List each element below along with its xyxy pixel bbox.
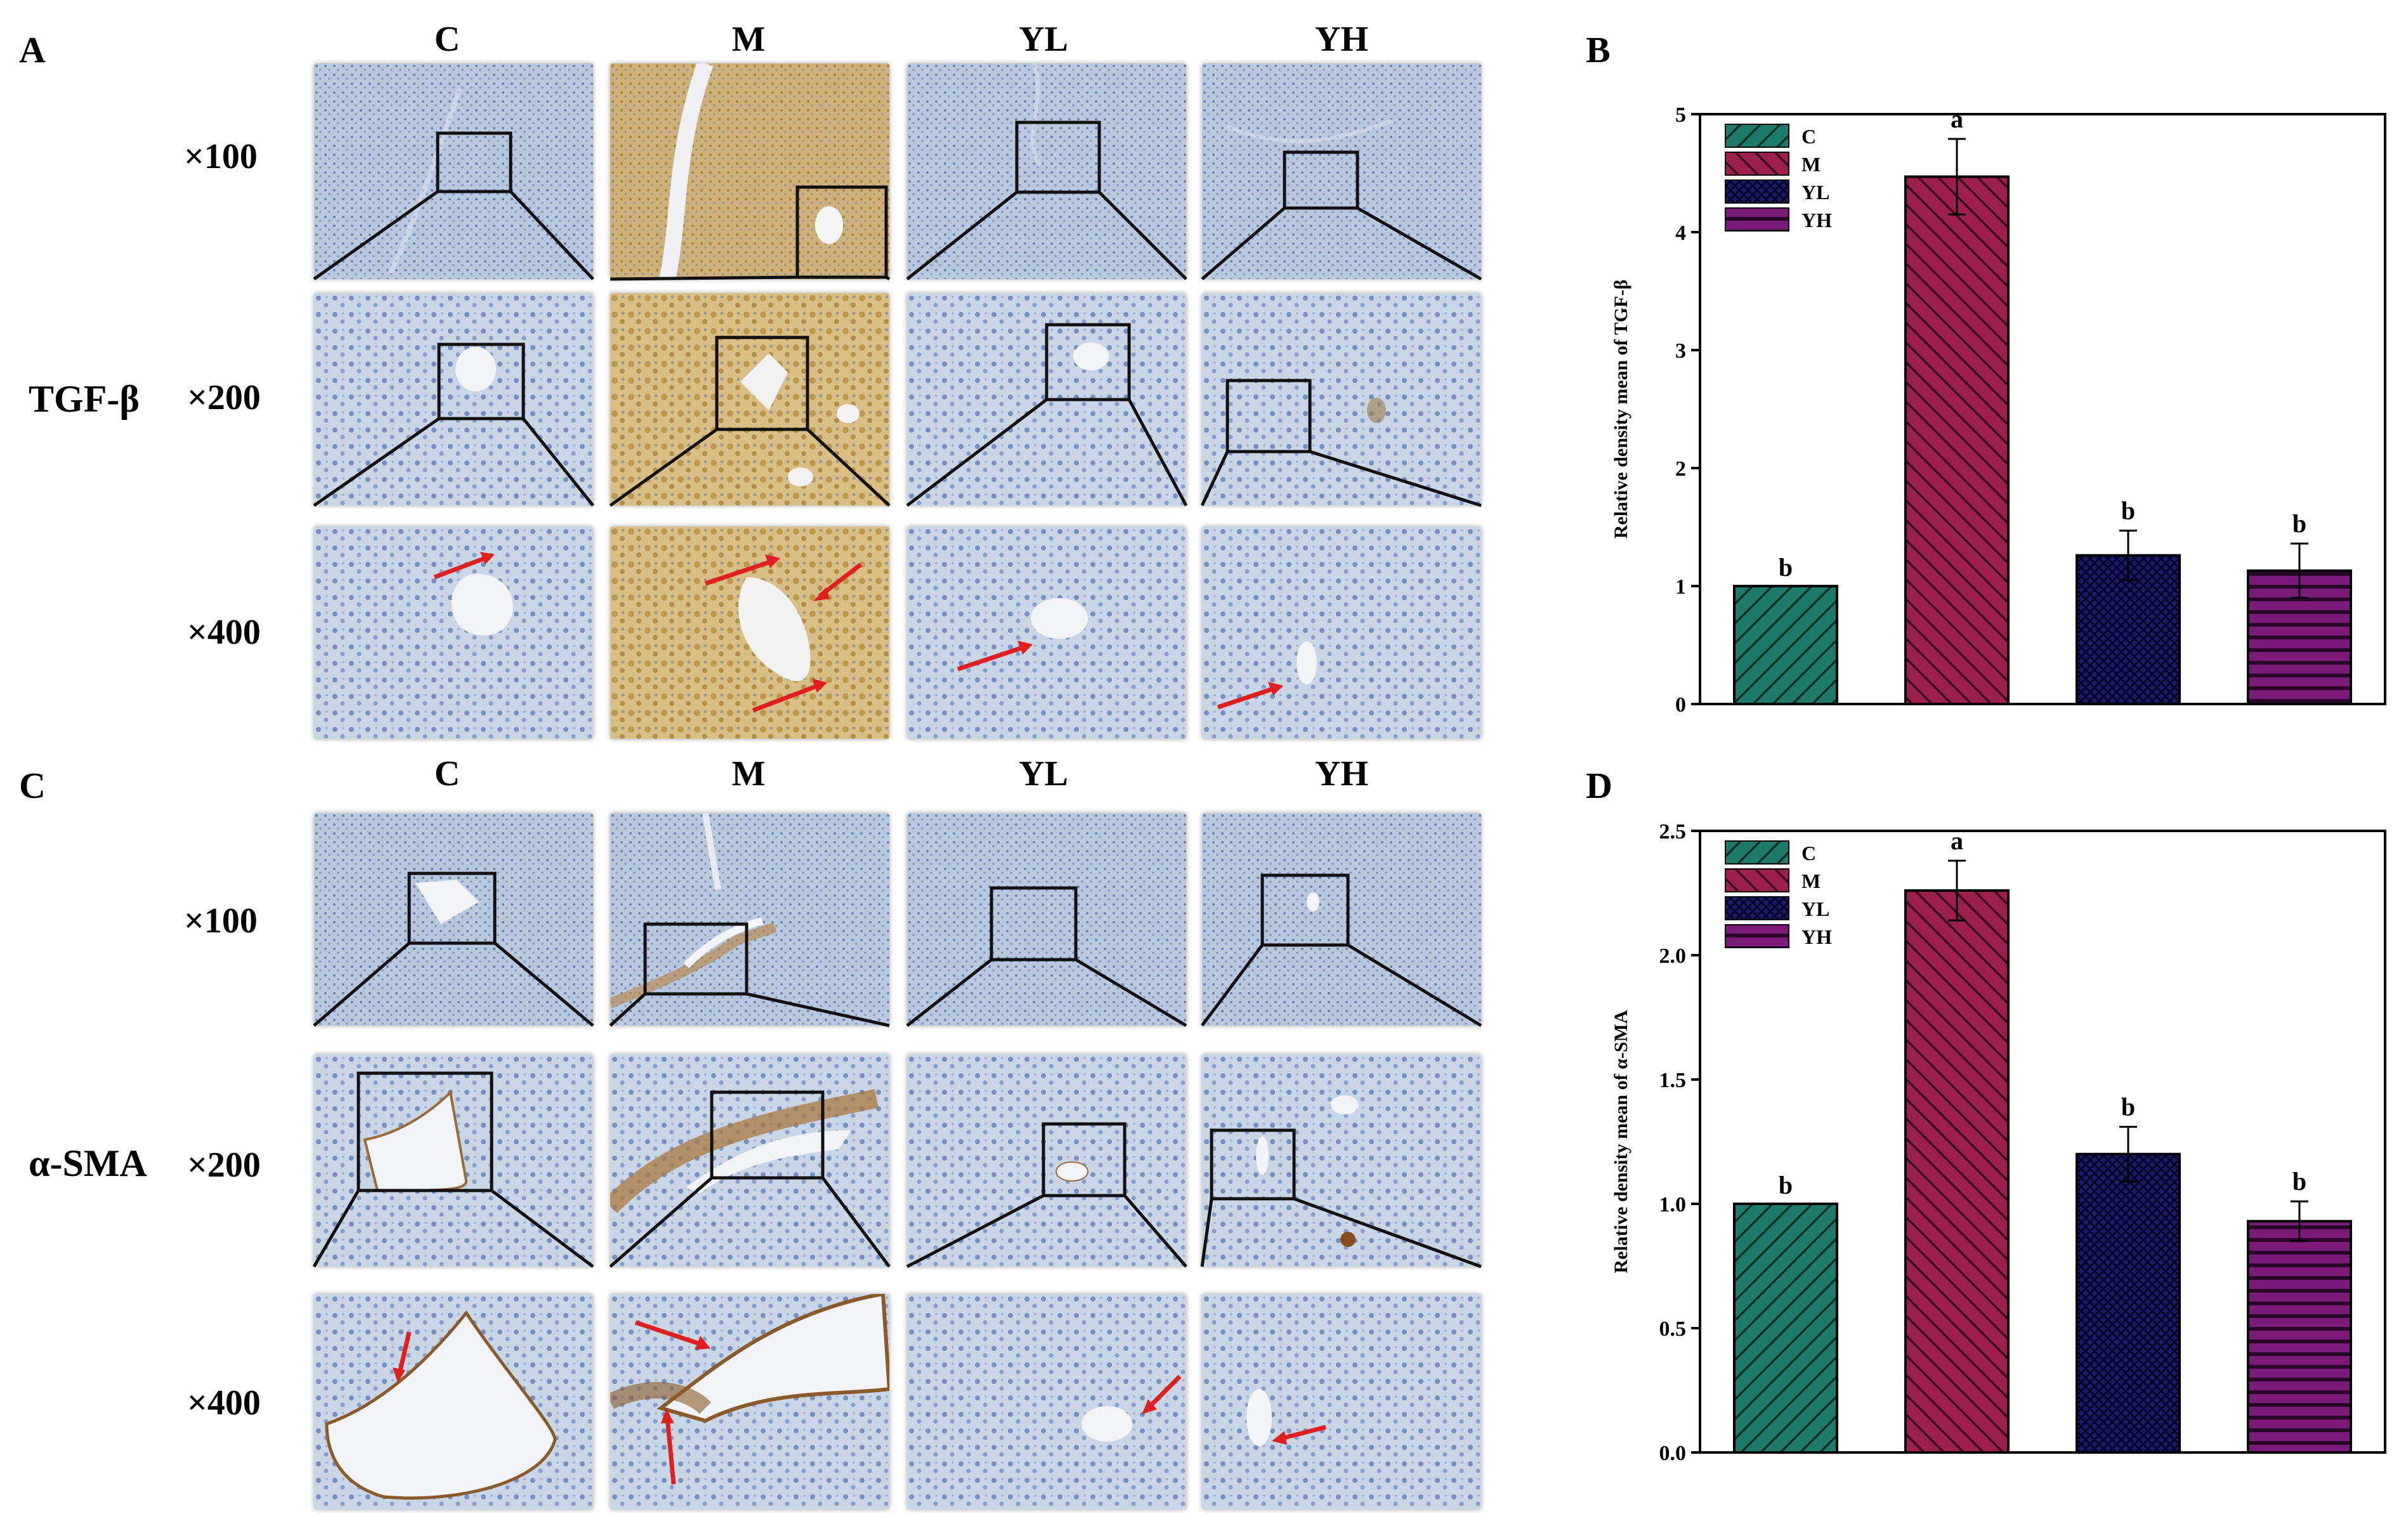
micrograph-sma-c-x100 [314,813,593,1026]
legend-label: M [1801,153,1821,176]
significance-label: b [1779,553,1793,582]
micrograph-tgf-c-x200 [314,293,593,506]
legend-swatch-m [1725,152,1789,176]
panel-letter-d: D [1586,765,1612,806]
y-tick-label: 1.5 [1659,1069,1687,1092]
plot-frame [1699,113,2386,705]
y-tick-label: 1.0 [1659,1193,1687,1217]
micrograph-tgf-m-x400 [610,526,889,739]
column-label-c: C [434,20,461,59]
micrograph-sma-yh-x200 [1202,1054,1481,1267]
magnification-label: ×400 [187,1383,261,1423]
micrograph-sma-yh-x100 [1202,813,1481,1026]
column-label-m: M [731,20,766,59]
micrograph-tgf-c-x400 [314,526,593,739]
column-label-yh: YH [1315,754,1368,793]
micrograph-sma-yh-x400 [1202,1294,1481,1510]
bar-yh [2247,1220,2352,1454]
bar-yl [2076,1152,2181,1454]
micrograph-sma-m-x100 [610,813,889,1026]
column-label-yl: YL [1019,20,1068,59]
micrograph-tgf-yh-x200 [1202,293,1481,506]
significance-label: b [2121,497,2135,525]
micrograph-sma-m-x200 [610,1054,889,1267]
bar-chart-alpha-sma: 0.0 0.5 1.0 1.5 2.0 2.5 Relative density mean … [1611,820,2386,1465]
marker-label-alpha-sma: α-SMA [29,1142,147,1184]
legend-swatch-yh [1725,924,1789,948]
column-label-yl: YL [1019,754,1068,793]
legend-swatch-c [1725,840,1789,865]
y-axis-label: Relative density mean of TGF-β [1611,280,1631,539]
column-label-c: C [434,754,461,793]
bar-c [1733,585,1838,705]
significance-label: a [1951,826,1963,855]
y-tick-label: 2.5 [1659,820,1687,844]
legend-label: C [1801,125,1816,148]
y-tick-label: 4 [1675,221,1686,245]
magnification-label: ×200 [187,378,261,417]
micrograph-sma-m-x400 [610,1294,889,1510]
legend-swatch-yl [1725,179,1789,204]
y-tick-label: 2.0 [1659,944,1687,968]
micrograph-tgf-m-x200 [610,293,889,506]
micrograph-tgf-yl-x100 [907,63,1186,279]
y-tick-label: 0 [1675,693,1686,717]
magnification-label: ×100 [184,137,258,176]
micrograph-sma-yl-x400 [907,1294,1186,1510]
y-tick-label: 2 [1675,457,1686,481]
micrograph-sma-yl-x200 [907,1054,1186,1267]
significance-label: b [2292,1167,2306,1196]
legend-label: YH [1801,209,1832,232]
magnification-label: ×200 [187,1145,261,1185]
column-label-yh: YH [1315,20,1368,59]
micrograph-sma-c-x200 [314,1054,593,1267]
legend-label: YH [1801,925,1832,948]
column-label-m: M [731,754,766,793]
legend-label: M [1801,870,1821,892]
significance-label: a [1951,105,1963,133]
y-tick-label: 0.0 [1659,1442,1687,1465]
legend-swatch-yh [1725,207,1789,232]
micrograph-tgf-yl-x200 [907,293,1186,506]
micrograph-tgf-yl-x400 [907,526,1186,739]
y-tick-label: 0.5 [1659,1317,1687,1341]
micrograph-tgf-m-x100 [610,63,889,279]
y-tick-label: 3 [1675,339,1686,363]
panel-letter-c: C [19,765,46,806]
bar-m [1904,889,2010,1454]
legend-swatch-m [1725,868,1789,892]
micrograph-sma-yl-x100 [907,813,1186,1026]
micrograph-sma-c-x400 [314,1294,593,1510]
marker-label-tgf-beta: TGF-β [29,378,140,420]
legend-label: YL [1801,181,1829,204]
y-axis-label: Relative density mean of α-SMA [1611,1010,1631,1273]
plot-frame [1699,830,2386,1454]
significance-label: b [2292,509,2306,538]
y-tick-label: 1 [1675,575,1686,599]
magnification-label: ×100 [184,901,258,941]
arrow-indicator [433,554,490,580]
magnification-label: ×400 [187,613,261,652]
micrograph-tgf-yh-x400 [1202,526,1481,739]
legend-swatch-c [1725,124,1789,148]
legend-swatch-yl [1725,896,1789,920]
significance-label: b [2121,1092,2135,1121]
panel-letter-a: A [19,29,46,70]
panel-letter-b: B [1586,29,1611,70]
bar-c [1733,1203,1838,1454]
micrograph-tgf-c-x100 [314,63,593,279]
legend-label: C [1801,842,1816,865]
micrograph-tgf-yh-x100 [1202,63,1481,279]
significance-label: b [1779,1171,1793,1199]
bar-m [1904,175,2010,705]
legend-label: YL [1801,897,1829,920]
y-tick-label: 5 [1675,103,1686,127]
bar-chart-tgf-beta: 0 1 2 3 4 5 Relative density mean of TGF-β b a b b… [1611,103,2386,717]
